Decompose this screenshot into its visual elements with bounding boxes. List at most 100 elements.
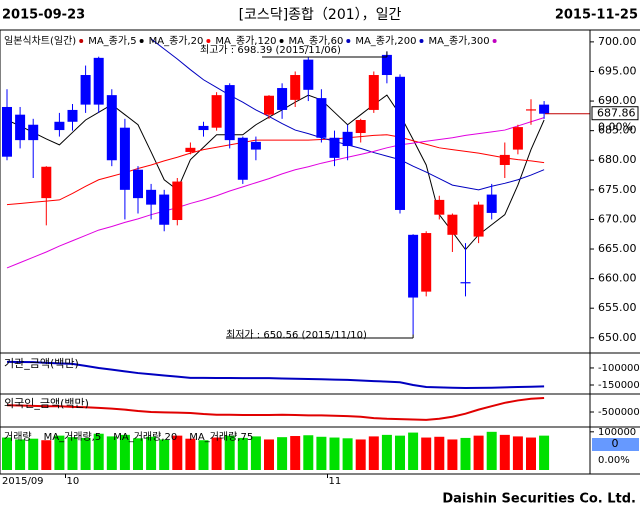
legend-label: MA_종가,20 bbox=[149, 35, 204, 47]
legend-marker bbox=[492, 39, 497, 43]
volume-bar bbox=[146, 436, 157, 470]
candle-body bbox=[395, 76, 405, 210]
legend-label: MA_거래량,75 bbox=[189, 431, 253, 443]
volume-bar bbox=[342, 438, 353, 470]
volume-bar bbox=[368, 436, 379, 470]
last-price: 687.86 bbox=[597, 107, 636, 120]
y-tick-label: 665.00 bbox=[598, 242, 637, 255]
volume-bar bbox=[512, 436, 523, 470]
candle-body bbox=[172, 181, 183, 221]
candle-body bbox=[28, 124, 39, 141]
volume-bar bbox=[106, 436, 117, 470]
candle-body bbox=[473, 204, 484, 237]
volume-bar bbox=[198, 440, 209, 470]
legend-marker bbox=[346, 39, 351, 43]
candle-body bbox=[447, 214, 458, 235]
volume-bar bbox=[237, 437, 248, 470]
volume-bar bbox=[460, 437, 471, 470]
candle-body bbox=[106, 95, 117, 161]
volume-bar bbox=[277, 437, 288, 470]
candle-body bbox=[185, 147, 196, 152]
line bbox=[6, 117, 545, 269]
candle-body bbox=[460, 282, 471, 284]
candle-body bbox=[2, 106, 12, 157]
volume-bar bbox=[290, 436, 301, 470]
candle-body bbox=[421, 233, 432, 292]
line bbox=[6, 360, 545, 390]
candle-body bbox=[355, 120, 366, 134]
y-tick-label: 655.00 bbox=[598, 301, 637, 314]
y-tick-label: 700.00 bbox=[598, 35, 637, 48]
volume-bar bbox=[119, 434, 130, 470]
legend-label: MA_종가,5 bbox=[88, 35, 136, 47]
candle-body bbox=[539, 104, 550, 114]
volume-bar bbox=[473, 435, 484, 470]
high-annotation: 최고가 : 698.39 (2015/11/06) bbox=[200, 44, 341, 56]
candle-body bbox=[198, 125, 209, 131]
volume-bar bbox=[15, 439, 26, 470]
candle-body bbox=[342, 131, 353, 147]
candle-body bbox=[80, 75, 91, 105]
volume-bar bbox=[316, 436, 327, 470]
main-plot bbox=[2, 38, 550, 335]
chart-title: [코스닥]종합（201），일간 bbox=[239, 7, 402, 23]
candle-body bbox=[512, 127, 523, 150]
last-price-box bbox=[591, 106, 639, 121]
y-tick-label: 100000 bbox=[598, 427, 636, 438]
y-tick-label: 650.00 bbox=[598, 331, 637, 344]
candle-body bbox=[408, 234, 419, 298]
y-tick-label: 680.00 bbox=[598, 153, 637, 166]
y-tick-label: 685.00 bbox=[598, 124, 637, 137]
volume-bar bbox=[2, 437, 12, 470]
y-tick-label: -500000 bbox=[598, 407, 640, 418]
volume-bar bbox=[80, 437, 91, 470]
start-date: 2015-09-23 bbox=[2, 8, 85, 23]
x-tick-label: 10 bbox=[67, 476, 80, 487]
panel-title: 외국인_금액(백만) bbox=[4, 397, 89, 410]
candle-body bbox=[133, 169, 143, 199]
legend-marker bbox=[139, 39, 144, 43]
candle-body bbox=[250, 141, 261, 150]
candle-body bbox=[381, 54, 392, 76]
candle-body bbox=[264, 95, 274, 115]
volume-bar bbox=[159, 439, 170, 470]
volume-bar bbox=[224, 435, 235, 470]
volume-bar bbox=[447, 439, 458, 470]
candle-body bbox=[67, 109, 78, 122]
candle-body bbox=[54, 121, 65, 131]
volume-bar bbox=[93, 433, 104, 470]
volume-bar bbox=[211, 437, 222, 470]
legend-marker bbox=[79, 39, 84, 43]
volume-bar bbox=[67, 437, 78, 470]
candle-body bbox=[159, 194, 170, 225]
legend-marker bbox=[206, 39, 211, 43]
volume-bar bbox=[54, 435, 65, 470]
candle-body bbox=[499, 154, 510, 165]
candle-body bbox=[486, 194, 497, 213]
candle-body bbox=[119, 127, 130, 190]
volume-bar bbox=[303, 435, 314, 470]
candle-body bbox=[237, 137, 248, 180]
candle-body bbox=[329, 137, 340, 158]
y-tick-label: 690.00 bbox=[598, 94, 637, 107]
y-tick-label: 670.00 bbox=[598, 212, 637, 225]
legend-label: MA_종가,60 bbox=[289, 35, 344, 47]
candle-body bbox=[93, 57, 104, 105]
candle-body bbox=[146, 189, 157, 205]
low-annotation: 최저가 : 650.56 (2015/11/10) bbox=[226, 329, 367, 341]
x-tick-label: 11 bbox=[329, 476, 342, 487]
y-tick-label: 695.00 bbox=[598, 64, 637, 77]
legend-label: MA_종가,120 bbox=[215, 35, 276, 47]
panel-title: 기관_금액(백만) bbox=[4, 357, 79, 370]
candle-body bbox=[41, 166, 52, 199]
volume-bar bbox=[539, 435, 550, 470]
candle-body bbox=[368, 75, 379, 110]
volume-bar bbox=[486, 431, 497, 470]
volume-bar bbox=[185, 438, 196, 470]
legend-marker bbox=[419, 39, 424, 43]
volume-bar bbox=[41, 440, 52, 470]
change-label: 0.00% bbox=[598, 121, 633, 134]
last-value: 0 bbox=[612, 437, 619, 450]
y-tick-label: -1000000 bbox=[598, 363, 640, 374]
candle-body bbox=[211, 95, 222, 128]
